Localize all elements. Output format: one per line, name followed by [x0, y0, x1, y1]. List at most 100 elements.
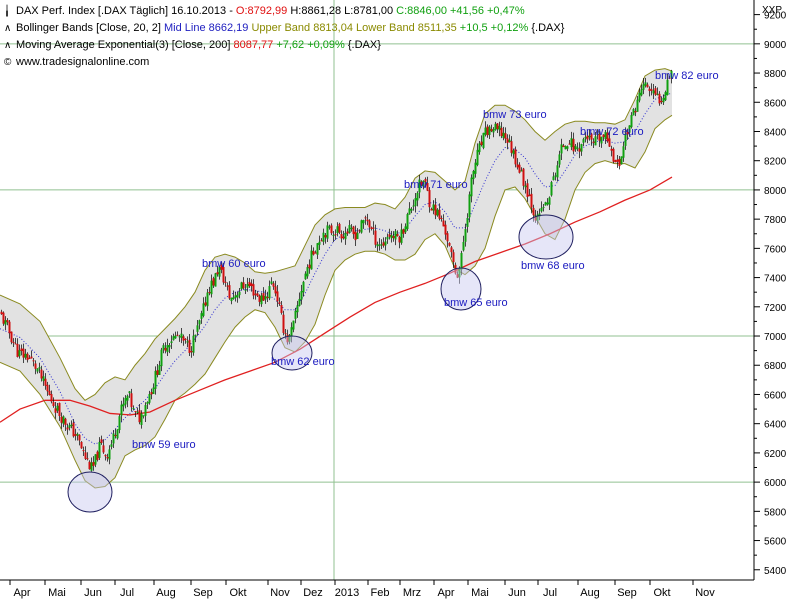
candle-body: [336, 226, 339, 234]
candle-body: [10, 331, 13, 343]
candle-body: [300, 291, 303, 300]
x-tick-label: Mai: [471, 587, 489, 599]
candle-body: [614, 160, 617, 163]
candle-body: [582, 139, 585, 143]
candle-body: [270, 281, 273, 284]
candle-body: [112, 433, 115, 444]
candle-body: [52, 402, 55, 407]
candle-body: [662, 97, 665, 103]
candle-body: [314, 252, 317, 254]
candle-body: [420, 181, 423, 186]
candle-body: [192, 335, 195, 353]
candle-body: [290, 327, 293, 337]
candle-body: [88, 461, 91, 470]
candle-body: [444, 224, 447, 235]
y-tick-label: 9000: [764, 40, 787, 51]
candle-body: [660, 100, 663, 102]
candle-body: [378, 244, 381, 246]
y-tick-label: 7800: [764, 215, 787, 226]
candle-body: [480, 141, 483, 146]
candle-body: [288, 335, 291, 342]
candle-body: [172, 336, 175, 341]
highlight-circle: [271, 335, 313, 371]
candle-body: [350, 227, 353, 229]
candle-body: [668, 77, 671, 79]
candle-body: [646, 84, 649, 88]
candle-body: [596, 133, 599, 136]
candle-body: [382, 242, 385, 246]
candle-body: [100, 439, 103, 444]
candle-body: [194, 334, 197, 337]
legend-row-price: ╽ DAX Perf. Index [.DAX Täglich] 16.10.20…: [4, 3, 564, 20]
candle-body: [550, 182, 553, 196]
candle-body: [650, 89, 653, 91]
candle-body: [404, 226, 407, 233]
legend-price-highlow: H:8861,28 L:8781,00: [287, 5, 397, 17]
candle-body: [178, 336, 181, 338]
candle-body: [40, 369, 43, 379]
candle-body: [138, 410, 141, 423]
grid-lines: [0, 0, 754, 580]
candle-body: [428, 190, 431, 208]
candle-body: [78, 434, 81, 441]
candle-body: [564, 146, 567, 150]
candle-body: [166, 345, 169, 353]
candle-body: [74, 434, 77, 436]
candle-body: [38, 367, 41, 369]
candle-body: [580, 144, 583, 152]
candle-body: [598, 134, 601, 141]
y-tick-label: 5800: [764, 507, 787, 518]
candle-body: [424, 178, 427, 182]
annotation-label: bmw 68 euro: [521, 260, 585, 272]
candle-body: [638, 92, 641, 101]
candle-body: [310, 250, 313, 270]
candle-body: [616, 159, 619, 162]
candle-body: [556, 165, 559, 178]
candle-body: [110, 444, 113, 447]
candle-body: [362, 219, 365, 224]
y-tick-label: 8000: [764, 186, 787, 197]
candle-body: [644, 82, 647, 86]
candle-body: [0, 311, 3, 315]
candle-body: [476, 149, 479, 165]
candle-body: [316, 243, 319, 255]
candle-body: [462, 241, 465, 251]
candle-body: [438, 209, 441, 219]
candle-body: [142, 415, 145, 417]
candle-body: [322, 232, 325, 242]
candle-body: [284, 333, 287, 335]
candle-body: [338, 223, 341, 233]
candle-body: [514, 149, 517, 165]
candle-body: [330, 225, 333, 234]
candle-body: [446, 233, 449, 242]
candle-body: [152, 387, 155, 394]
candle-body: [484, 127, 487, 135]
candle-body: [388, 234, 391, 237]
candle-body: [48, 390, 51, 396]
candle-body: [618, 158, 621, 167]
candle-body: [566, 146, 569, 149]
candle-body: [528, 194, 531, 196]
candle-body: [296, 305, 299, 313]
candle-body: [70, 424, 73, 426]
candle-body: [18, 350, 21, 357]
candle-body: [140, 413, 143, 425]
y-tick-label: 6200: [764, 449, 787, 460]
candle-body: [26, 353, 29, 361]
candle-body: [122, 403, 125, 407]
y-tick-label: 8200: [764, 157, 787, 168]
mid-band-line: [0, 92, 673, 445]
y-tick-label: 5400: [764, 566, 787, 577]
candle-body: [184, 338, 187, 340]
upper-band-line: [0, 68, 673, 401]
candle-body: [538, 213, 541, 217]
candle-body: [266, 296, 269, 298]
candle-body: [368, 220, 371, 228]
candle-body: [34, 363, 37, 369]
candle-body: [452, 252, 455, 263]
candle-body: [632, 109, 635, 116]
candle-body: [658, 93, 661, 104]
y-tick-label: 5600: [764, 537, 787, 548]
candle-body: [666, 79, 669, 96]
